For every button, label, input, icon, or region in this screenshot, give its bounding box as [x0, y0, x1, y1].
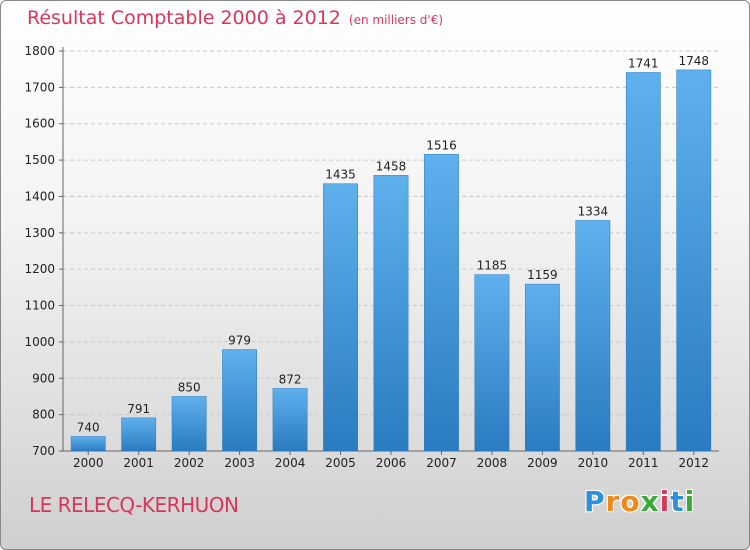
bar-2002 — [171, 396, 207, 452]
y-tick-label: 1300 — [24, 226, 55, 240]
bar-2001 — [121, 417, 157, 452]
x-tick-label-2000: 2000 — [73, 456, 104, 470]
data-label-2010: 1334 — [578, 204, 609, 218]
logo-letter: r — [605, 485, 621, 518]
data-label-2001: 791 — [127, 402, 150, 416]
y-tick-label: 700 — [32, 444, 55, 458]
x-tick-label-2011: 2011 — [628, 456, 659, 470]
commune-name: LE RELECQ-KERHUON — [29, 493, 239, 517]
chart-title: Résultat Comptable 2000 à 2012 (en millie… — [27, 7, 443, 29]
logo-letter: i — [684, 485, 696, 518]
bar-2003 — [222, 349, 258, 452]
bar-2005 — [323, 183, 358, 452]
data-labels: 740 791 850 979 872 1435 1458 1516 1185 1159 1334 1… — [77, 54, 709, 435]
logo-letter: o — [620, 485, 641, 518]
y-tick-label: 1400 — [24, 189, 55, 203]
data-label-2005: 1435 — [325, 168, 356, 182]
logo-letter: t — [670, 485, 685, 518]
y-tick-label: 1700 — [24, 80, 55, 94]
y-tick-label: 900 — [32, 371, 55, 385]
x-tick-label-2005: 2005 — [325, 456, 356, 470]
y-tick-labels: 700 800 900 1000 1100 1200 1300 1400 1500 1600 170… — [24, 44, 55, 458]
bar-2007 — [424, 154, 459, 452]
data-label-2009: 1159 — [527, 268, 558, 282]
y-tick-label: 1800 — [24, 44, 55, 58]
x-tick-label-2012: 2012 — [678, 456, 709, 470]
y-tick-label: 800 — [32, 408, 55, 422]
proxiti-logo: Proxiti — [584, 485, 695, 518]
data-label-2000: 740 — [77, 420, 100, 434]
x-tick-label-2003: 2003 — [224, 456, 255, 470]
x-tick-label-2010: 2010 — [578, 456, 609, 470]
bar-2000 — [70, 436, 106, 452]
data-label-2011: 1741 — [628, 56, 659, 70]
bar-2004 — [272, 388, 308, 452]
x-tick-label-2006: 2006 — [376, 456, 407, 470]
bar-2009 — [524, 283, 560, 452]
bar-2010 — [575, 220, 611, 452]
x-tick-label-2008: 2008 — [477, 456, 508, 470]
logo-letter: i — [659, 485, 671, 518]
y-tick-label: 1000 — [24, 335, 55, 349]
y-tick-label: 1500 — [24, 153, 55, 167]
data-label-2006: 1458 — [376, 159, 407, 173]
y-tick-label: 1200 — [24, 262, 55, 276]
x-tick-labels: 2000 2001 2002 2003 2004 2005 2006 2007 2008 2009… — [73, 451, 709, 470]
x-tick-label-2009: 2009 — [527, 456, 558, 470]
bar-2006 — [373, 175, 409, 452]
bar-2008 — [474, 274, 510, 452]
x-tick-label-2002: 2002 — [174, 456, 205, 470]
x-tick-label-2001: 2001 — [123, 456, 154, 470]
title-text: Résultat Comptable 2000 à 2012 — [27, 7, 341, 29]
bars — [70, 69, 712, 452]
data-label-2008: 1185 — [477, 259, 508, 273]
logo-letter: x — [640, 485, 660, 518]
data-label-2012: 1748 — [678, 54, 709, 68]
bar-2012 — [676, 69, 712, 452]
data-label-2004: 872 — [279, 372, 302, 386]
y-tick-label: 1600 — [24, 117, 55, 131]
x-tick-label-2007: 2007 — [426, 456, 457, 470]
data-label-2007: 1516 — [426, 138, 457, 152]
data-label-2003: 979 — [228, 334, 251, 348]
y-tick-label: 1100 — [24, 299, 55, 313]
data-label-2002: 850 — [178, 380, 201, 394]
bar-2011 — [625, 72, 661, 452]
logo-letter: P — [584, 485, 606, 518]
x-tick-label-2004: 2004 — [275, 456, 306, 470]
title-unit: (en milliers d'€) — [348, 13, 444, 27]
